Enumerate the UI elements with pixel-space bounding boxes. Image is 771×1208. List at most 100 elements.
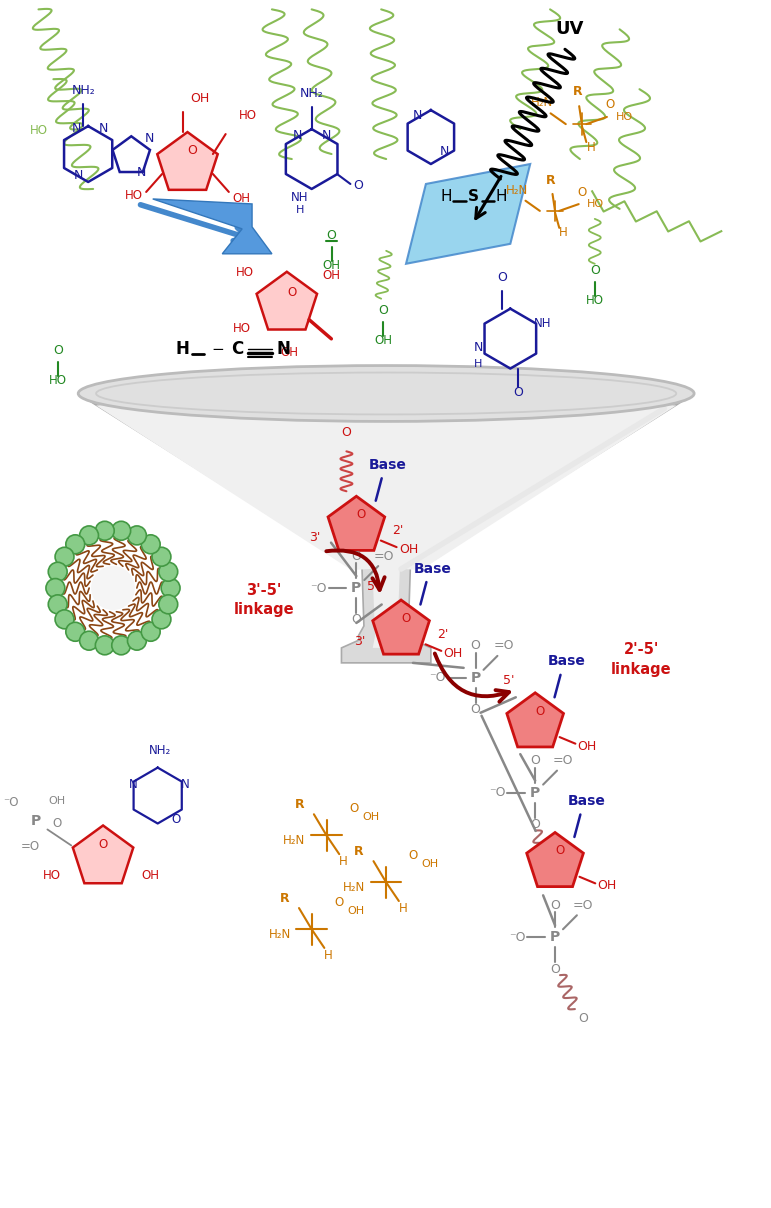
Text: OH: OH: [322, 268, 341, 281]
Text: NH₂: NH₂: [149, 744, 171, 756]
Text: P: P: [530, 785, 540, 800]
Text: OH: OH: [399, 544, 418, 556]
Text: 2': 2': [437, 628, 449, 641]
Circle shape: [141, 622, 160, 641]
Circle shape: [96, 522, 114, 540]
Text: N: N: [293, 129, 302, 143]
Text: H: H: [496, 188, 507, 204]
Text: OH: OH: [190, 92, 209, 105]
Text: 3': 3': [309, 532, 320, 544]
Text: NH: NH: [291, 191, 308, 204]
Text: O: O: [352, 614, 362, 627]
Text: O: O: [402, 612, 411, 625]
Text: R: R: [295, 798, 305, 812]
Text: HO: HO: [124, 188, 143, 202]
Polygon shape: [527, 832, 584, 887]
Polygon shape: [72, 825, 133, 883]
Text: −: −: [211, 342, 224, 356]
Text: 2'-5': 2'-5': [624, 643, 659, 657]
Text: O: O: [470, 703, 480, 716]
Text: O: O: [530, 818, 540, 831]
Text: H₂N: H₂N: [343, 881, 365, 894]
Text: =O: =O: [493, 639, 513, 652]
Text: H: H: [440, 188, 452, 204]
Text: H: H: [474, 359, 483, 368]
Circle shape: [79, 525, 99, 545]
Text: O: O: [536, 704, 545, 718]
Text: O: O: [550, 963, 560, 976]
Text: O: O: [552, 872, 562, 885]
Circle shape: [66, 622, 85, 641]
Circle shape: [152, 610, 171, 629]
Circle shape: [161, 579, 180, 598]
Text: ⁻O: ⁻O: [311, 581, 327, 594]
Circle shape: [141, 535, 160, 553]
Text: Base: Base: [413, 562, 451, 575]
Text: N: N: [440, 145, 449, 158]
Text: UV: UV: [556, 21, 584, 39]
Text: 3': 3': [354, 635, 365, 647]
Text: O: O: [578, 1012, 588, 1026]
Ellipse shape: [78, 366, 694, 422]
Circle shape: [49, 562, 67, 581]
Text: O: O: [590, 263, 600, 277]
Polygon shape: [372, 563, 400, 647]
Text: H₂N: H₂N: [506, 184, 528, 197]
Circle shape: [127, 525, 146, 545]
Circle shape: [127, 632, 146, 650]
Text: HO: HO: [49, 373, 67, 387]
Text: O: O: [577, 186, 587, 198]
Circle shape: [55, 547, 74, 567]
Text: P: P: [470, 670, 480, 685]
Text: P: P: [352, 581, 362, 596]
Text: HO: HO: [236, 266, 254, 279]
Polygon shape: [157, 132, 217, 190]
Text: O: O: [606, 98, 615, 111]
Text: OH: OH: [322, 259, 341, 272]
Text: OH: OH: [598, 879, 617, 893]
Text: O: O: [530, 754, 540, 767]
Text: O: O: [52, 818, 62, 830]
Text: O: O: [187, 144, 197, 157]
Text: NH: NH: [534, 316, 550, 330]
Text: OH: OH: [362, 812, 379, 823]
Polygon shape: [96, 406, 676, 570]
Text: OH: OH: [347, 906, 364, 916]
Text: C: C: [231, 339, 244, 358]
Text: HO: HO: [616, 111, 633, 122]
Text: N: N: [144, 132, 154, 145]
Text: O: O: [555, 844, 564, 858]
Text: H: H: [324, 949, 333, 962]
Text: =O: =O: [573, 899, 593, 912]
Text: O: O: [171, 813, 180, 826]
Circle shape: [66, 535, 85, 553]
Text: N: N: [99, 122, 108, 135]
Text: =O: =O: [374, 550, 395, 563]
Text: H: H: [339, 855, 348, 869]
Text: NH₂: NH₂: [71, 85, 95, 97]
Text: H: H: [399, 902, 407, 914]
Text: linkage: linkage: [611, 662, 672, 678]
Text: H: H: [587, 141, 595, 155]
Text: O: O: [513, 387, 524, 400]
Text: NH₂: NH₂: [300, 87, 324, 100]
Text: R: R: [546, 174, 556, 187]
Text: linkage: linkage: [234, 603, 295, 617]
Text: O: O: [99, 838, 108, 852]
Text: HO: HO: [42, 870, 60, 882]
Text: HO: HO: [29, 124, 48, 137]
Text: N: N: [181, 778, 190, 790]
Circle shape: [112, 635, 130, 655]
Polygon shape: [328, 496, 385, 551]
Text: N: N: [277, 339, 291, 358]
Text: =O: =O: [553, 754, 573, 767]
Text: HO: HO: [587, 198, 604, 209]
Circle shape: [46, 579, 65, 598]
Text: N: N: [72, 122, 81, 135]
Text: OH: OH: [233, 192, 251, 205]
Text: ⁻O: ⁻O: [489, 786, 506, 798]
Circle shape: [49, 594, 67, 614]
Text: H: H: [295, 205, 304, 215]
Text: H: H: [176, 339, 190, 358]
Text: O: O: [409, 848, 418, 861]
